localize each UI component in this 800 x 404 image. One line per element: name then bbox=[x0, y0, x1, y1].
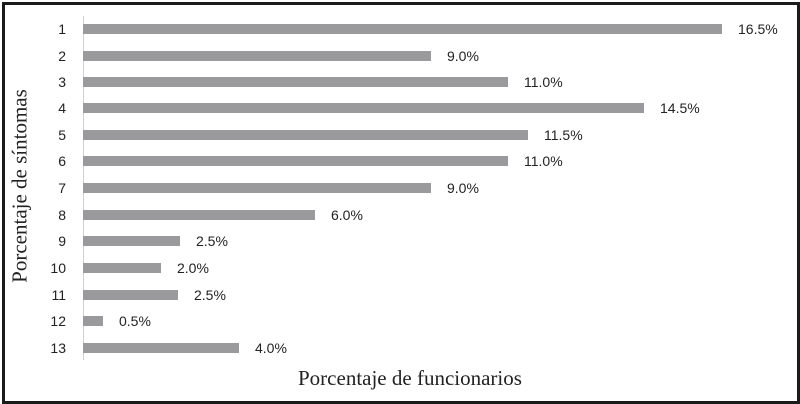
value-label: 14.5% bbox=[660, 100, 700, 116]
category-label: 12 bbox=[50, 313, 66, 329]
bar bbox=[83, 210, 315, 220]
bar bbox=[83, 263, 161, 273]
bar-row: 11 2.5% bbox=[0, 287, 800, 303]
category-label: 1 bbox=[58, 21, 66, 37]
category-label: 2 bbox=[58, 48, 66, 64]
bar bbox=[83, 51, 431, 61]
category-label: 13 bbox=[50, 340, 66, 356]
category-label: 8 bbox=[58, 207, 66, 223]
category-label: 5 bbox=[58, 127, 66, 143]
bar-row: 5 11.5% bbox=[0, 127, 800, 143]
bar-row: 4 14.5% bbox=[0, 100, 800, 116]
bar-row: 7 9.0% bbox=[0, 180, 800, 196]
category-label: 7 bbox=[58, 180, 66, 196]
bar-row: 1 16.5% bbox=[0, 21, 800, 37]
value-label: 11.0% bbox=[524, 74, 563, 90]
value-label: 2.5% bbox=[196, 233, 228, 249]
bar bbox=[83, 77, 508, 87]
bar-row: 13 4.0% bbox=[0, 340, 800, 356]
category-label: 4 bbox=[58, 100, 66, 116]
value-label: 11.0% bbox=[524, 153, 563, 169]
value-label: 4.0% bbox=[255, 340, 287, 356]
value-label: 2.0% bbox=[177, 260, 209, 276]
bar bbox=[83, 183, 431, 193]
value-label: 9.0% bbox=[447, 180, 479, 196]
y-axis-label: Porcentaje de síntomas bbox=[7, 89, 32, 283]
bar bbox=[83, 236, 180, 246]
bar bbox=[83, 24, 722, 34]
value-label: 0.5% bbox=[119, 313, 151, 329]
x-axis-label: Porcentaje de funcionarios bbox=[298, 366, 522, 390]
bar-row: 9 2.5% bbox=[0, 233, 800, 249]
bar-row: 6 11.0% bbox=[0, 153, 800, 169]
category-label: 6 bbox=[58, 153, 66, 169]
bar bbox=[83, 316, 103, 326]
bar bbox=[83, 130, 528, 140]
value-label: 2.5% bbox=[194, 287, 226, 303]
bar-row: 3 11.0% bbox=[0, 74, 800, 90]
value-label: 11.5% bbox=[544, 127, 583, 143]
bar bbox=[83, 156, 508, 166]
value-label: 9.0% bbox=[447, 48, 479, 64]
bar bbox=[83, 290, 178, 300]
category-label: 10 bbox=[50, 260, 66, 276]
value-label: 16.5% bbox=[738, 21, 778, 37]
category-label: 3 bbox=[58, 74, 66, 90]
category-label: 11 bbox=[51, 287, 66, 303]
bar-row: 12 0.5% bbox=[0, 313, 800, 329]
value-label: 6.0% bbox=[331, 207, 363, 223]
bar bbox=[83, 103, 644, 113]
category-label: 9 bbox=[58, 233, 66, 249]
bar-row: 8 6.0% bbox=[0, 207, 800, 223]
bar bbox=[83, 343, 239, 353]
bar-row: 10 2.0% bbox=[0, 260, 800, 276]
bar-row: 2 9.0% bbox=[0, 48, 800, 64]
